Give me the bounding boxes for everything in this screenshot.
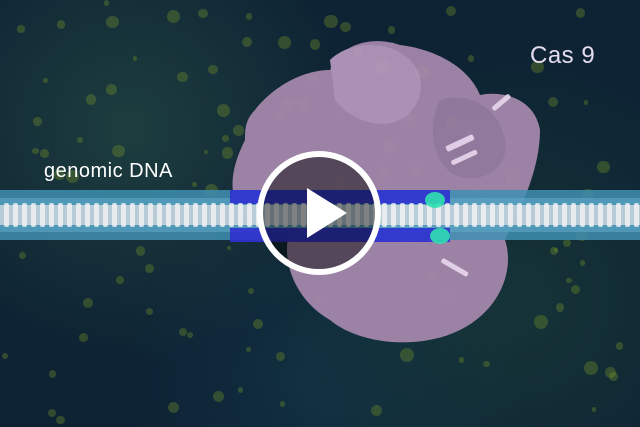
genomic-dna-label: genomic DNA xyxy=(44,160,173,182)
play-icon xyxy=(307,188,347,238)
guide-rna-strand xyxy=(441,94,511,277)
cas9-label: Cas 9 xyxy=(530,42,596,69)
pam-highlight-bottom xyxy=(430,228,450,244)
play-button[interactable] xyxy=(257,151,381,275)
pam-highlight-top xyxy=(425,192,445,208)
